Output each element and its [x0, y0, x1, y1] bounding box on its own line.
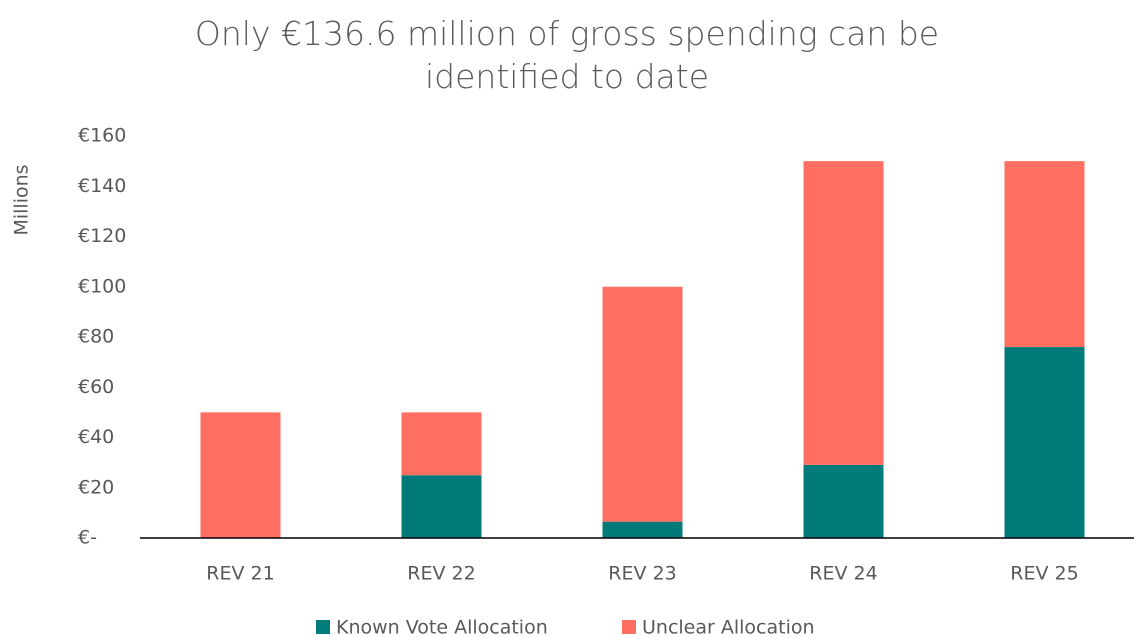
x-tick-label: REV 24 [809, 563, 877, 585]
bar-segment [803, 161, 884, 465]
bar-segment [602, 286, 683, 522]
bar-segment [602, 521, 683, 538]
legend-label: Unclear Allocation [642, 617, 815, 637]
bar-segment [1004, 347, 1085, 538]
x-tick-label: REV 23 [608, 563, 676, 585]
y-tick-label: €80 [78, 326, 114, 348]
bar-segment [401, 412, 482, 476]
bar-segment [803, 464, 884, 538]
y-tick-label: €140 [78, 175, 126, 197]
legend-swatch [316, 620, 330, 634]
bar-segment [200, 412, 281, 538]
y-tick-label: €100 [78, 275, 126, 297]
y-tick-label: €120 [78, 225, 126, 247]
x-tick-label: REV 22 [407, 563, 475, 585]
legend-label: Known Vote Allocation [336, 617, 548, 637]
y-axis-label: Millions [11, 164, 33, 235]
x-tick-label: REV 21 [206, 563, 274, 585]
chart-title: Only €136.6 million of gross spending ca… [194, 14, 940, 96]
legend-swatch [622, 620, 636, 634]
y-tick-label: €40 [78, 426, 114, 448]
y-tick-label: €20 [78, 476, 114, 498]
y-tick-label: €60 [78, 376, 114, 398]
y-tick-label: €- [78, 527, 97, 549]
x-tick-label: REV 25 [1010, 563, 1078, 585]
bar-segment [401, 475, 482, 538]
y-tick-label: €160 [78, 125, 126, 147]
bar-segment [1004, 161, 1085, 348]
